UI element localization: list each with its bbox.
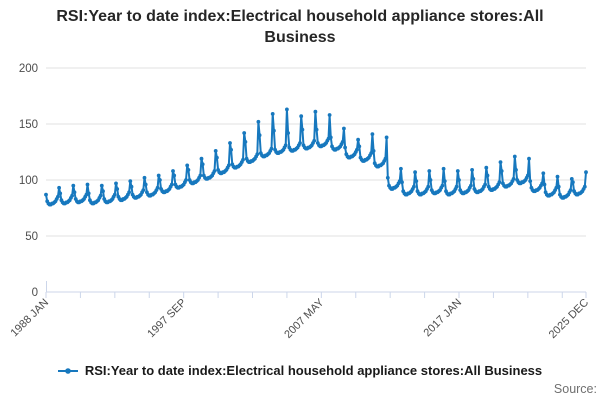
y-tick-label: 0: [32, 287, 38, 299]
y-axis-labels: 0 50 100 150 200: [19, 63, 38, 299]
x-axis: [45, 281, 587, 298]
chart-title: RSI:Year to date index:Electrical househ…: [0, 6, 600, 48]
source-note: Source:: [553, 382, 597, 396]
legend: RSI:Year to date index:Electrical househ…: [0, 363, 600, 378]
series-line: [44, 107, 588, 207]
x-tick-label: 2025 DEC: [547, 297, 591, 341]
y-tick-label: 150: [19, 119, 38, 131]
legend-series-label[interactable]: RSI:Year to date index:Electrical househ…: [84, 363, 543, 378]
x-axis-labels: 1988 JAN 1997 SEP 2007 MAY 2017 JAN 2025 DEC: [8, 296, 591, 341]
x-tick-label: 1997 SEP: [145, 297, 189, 341]
chart-title-text: RSI:Year to date index:Electrical househ…: [56, 8, 544, 46]
x-tick-label: 2017 JAN: [421, 297, 464, 340]
chart-plot-area: 0 50 100 150 200 1988 JAN 1997 SEP 2007 MAY 2017…: [8, 63, 591, 341]
y-tick-label: 50: [25, 231, 38, 243]
x-tick-label: 1988 JAN: [8, 297, 51, 340]
x-tick-label: 2007 MAY: [282, 296, 327, 341]
y-tick-label: 200: [19, 63, 38, 75]
legend-line-marker-icon[interactable]: [57, 366, 78, 376]
gridlines: [46, 67, 586, 237]
y-tick-label: 100: [19, 175, 38, 187]
